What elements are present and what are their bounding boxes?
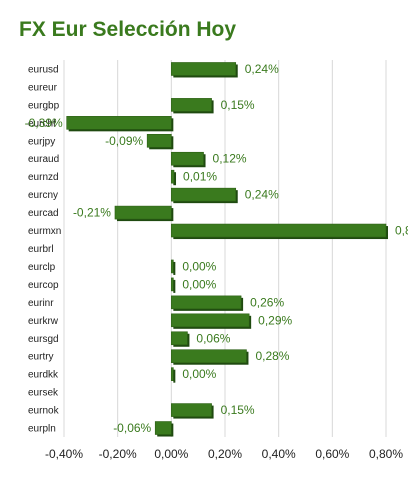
bar bbox=[171, 295, 242, 310]
category-label: eurbrl bbox=[28, 244, 54, 255]
category-label: eurinr bbox=[28, 298, 54, 309]
category-label: eureur bbox=[28, 82, 58, 93]
value-label: -0,09% bbox=[105, 134, 143, 148]
value-label: 0,01% bbox=[183, 170, 217, 184]
chart-title: FX Eur Selección Hoy bbox=[19, 18, 237, 41]
bar bbox=[171, 62, 237, 76]
bar bbox=[114, 205, 172, 220]
category-label: eurdkk bbox=[28, 370, 59, 381]
value-label: 0,00% bbox=[182, 277, 216, 291]
bar bbox=[171, 223, 387, 238]
category-label: eurcny bbox=[28, 190, 58, 201]
x-tick-label: -0,20% bbox=[99, 447, 137, 461]
category-label: eurnok bbox=[28, 406, 60, 417]
value-label: 0,80% bbox=[395, 224, 408, 238]
bar bbox=[171, 349, 247, 364]
bar-shadow bbox=[173, 369, 176, 383]
value-label: 0,29% bbox=[258, 313, 292, 327]
value-label: 0,00% bbox=[182, 259, 216, 273]
x-tick-label: 0,80% bbox=[369, 447, 403, 461]
bar bbox=[171, 277, 174, 292]
bar bbox=[171, 403, 212, 417]
bar bbox=[171, 313, 250, 328]
value-label: -0,21% bbox=[73, 206, 111, 220]
category-label: eurcop bbox=[28, 280, 59, 291]
value-label: 0,15% bbox=[221, 98, 255, 112]
value-label: 0,06% bbox=[196, 331, 230, 345]
value-label: 0,00% bbox=[182, 367, 216, 381]
bar bbox=[171, 187, 237, 202]
category-label: eurtry bbox=[28, 352, 54, 363]
category-label: eurmxn bbox=[28, 226, 61, 237]
labels: -0,40% -0,20% 0,00% 0,20% 0,40% 0,60% 0,80% eur… bbox=[25, 62, 408, 461]
bar bbox=[146, 133, 172, 148]
x-tick-label: 0,60% bbox=[315, 447, 349, 461]
bar bbox=[171, 98, 212, 112]
category-label: eurclp bbox=[28, 262, 56, 273]
category-label: eurjpy bbox=[28, 136, 55, 147]
bar bbox=[171, 169, 175, 184]
value-label: 0,24% bbox=[245, 62, 279, 76]
bar bbox=[171, 151, 204, 166]
x-tick-label: 0,40% bbox=[262, 447, 296, 461]
bar-shadow bbox=[173, 279, 176, 293]
bar bbox=[171, 259, 174, 274]
category-label: eurkrw bbox=[28, 316, 59, 327]
bars bbox=[66, 62, 388, 437]
value-label: 0,12% bbox=[213, 152, 247, 166]
bar bbox=[154, 421, 172, 435]
category-label: eursek bbox=[28, 388, 59, 399]
value-label: 0,24% bbox=[245, 188, 279, 202]
value-label: -0,06% bbox=[113, 421, 151, 435]
bar-shadow bbox=[173, 172, 177, 186]
bar bbox=[171, 367, 174, 381]
bar-shadow bbox=[173, 261, 176, 275]
bar bbox=[66, 116, 172, 130]
value-label: 0,15% bbox=[221, 403, 255, 417]
category-label: eurgbp bbox=[28, 100, 60, 111]
category-label: eurchf bbox=[28, 118, 56, 129]
x-tick-label: 0,20% bbox=[208, 447, 242, 461]
category-label: eurcad bbox=[28, 208, 59, 219]
value-label: 0,28% bbox=[255, 349, 289, 363]
x-tick-label: 0,00% bbox=[154, 447, 188, 461]
bar bbox=[171, 331, 188, 346]
value-label: 0,26% bbox=[250, 295, 284, 309]
category-label: euraud bbox=[28, 154, 59, 165]
category-label: eurnzd bbox=[28, 172, 59, 183]
category-label: eursgd bbox=[28, 334, 59, 345]
x-tick-label: -0,40% bbox=[45, 447, 83, 461]
category-label: eurpln bbox=[28, 424, 56, 435]
category-label: eurusd bbox=[28, 64, 59, 75]
value-label: -0,39% bbox=[25, 116, 63, 130]
